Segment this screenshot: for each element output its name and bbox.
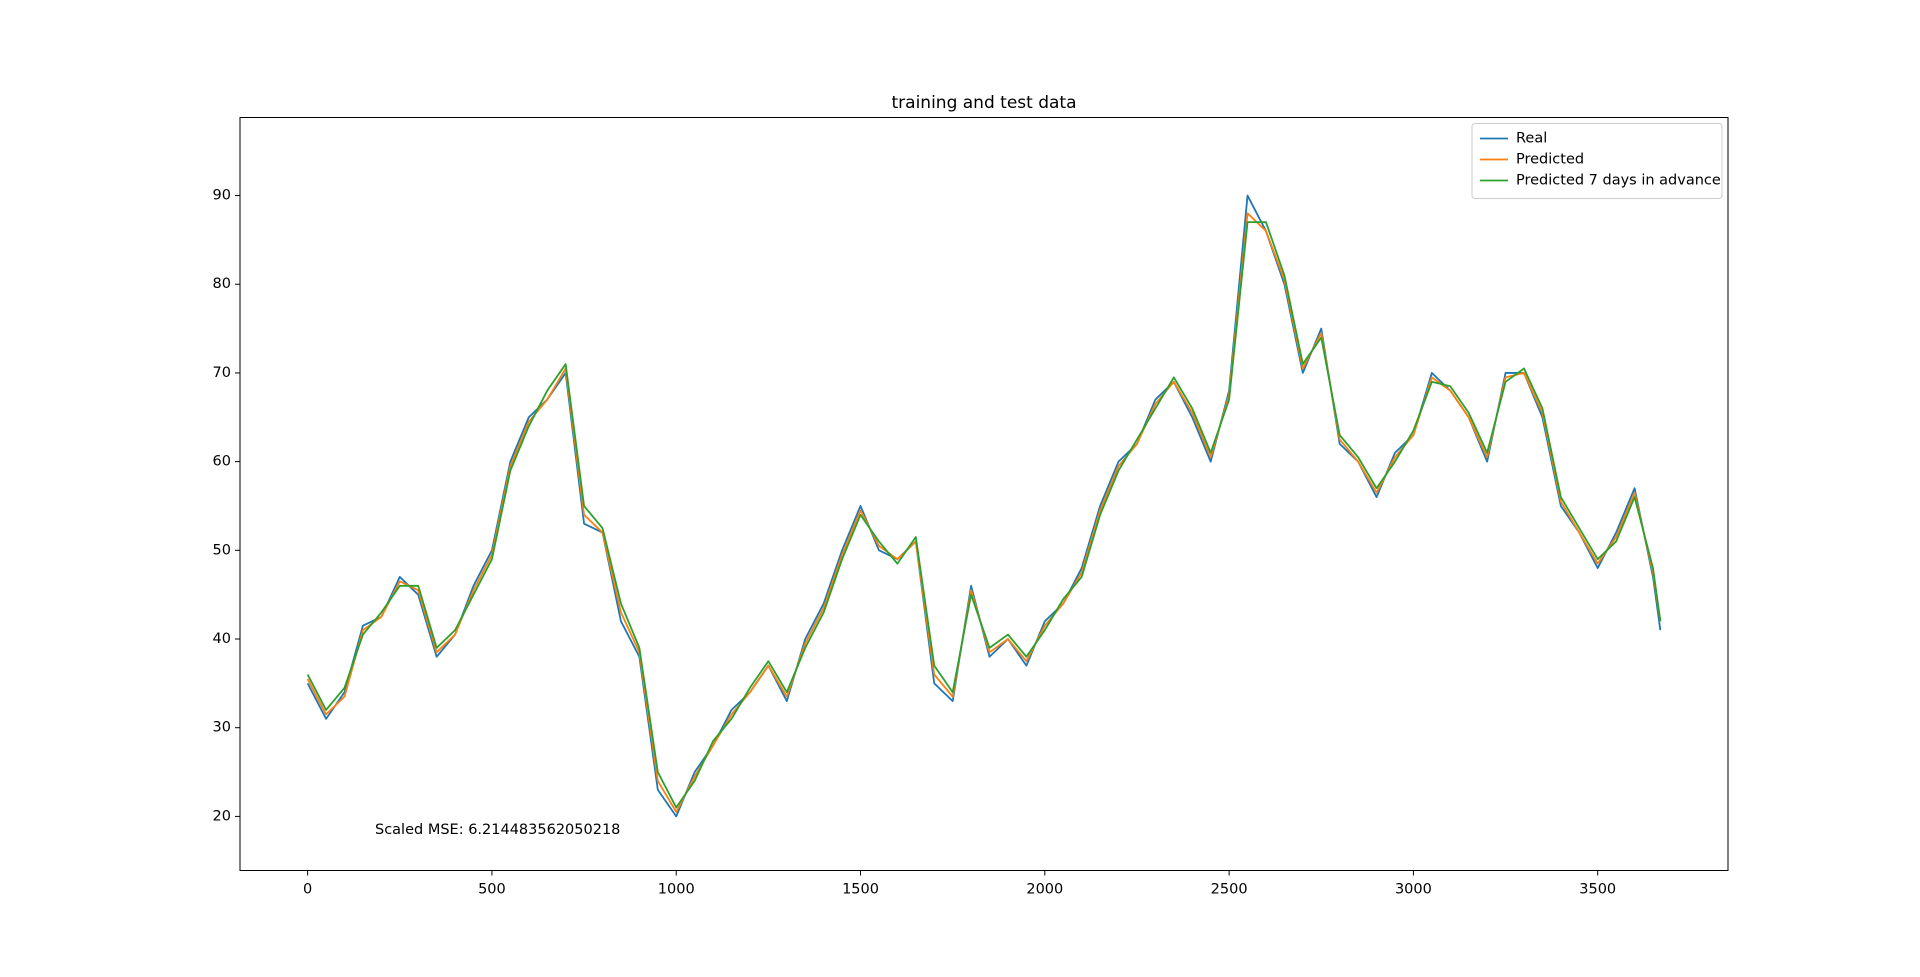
annotation: Scaled MSE: 6.214483562050218 [375,822,620,838]
y-tick-label: 50 [213,542,231,558]
y-tick-label: 30 [213,720,231,736]
chart-title: training and test data [892,93,1077,113]
y-tick-label: 70 [213,365,231,381]
y-tick-label: 20 [213,808,231,824]
y-tick-label: 90 [213,188,231,204]
x-tick-label: 0 [303,882,312,898]
plot-frame [239,117,1729,871]
x-tick-label: 2000 [1026,882,1063,898]
x-tick-label: 3000 [1395,882,1432,898]
y-tick-label: 40 [213,631,231,647]
series-line [306,221,1662,809]
y-tick-label: 80 [213,276,231,292]
x-tick-label: 1000 [658,882,695,898]
x-tick-label: 1500 [842,882,879,898]
legend-label: Predicted 7 days in advance [1516,173,1721,189]
x-tick-label: 500 [478,882,506,898]
legend-box [1471,123,1723,199]
y-tick-label: 60 [213,454,231,470]
legend-label: Real [1516,131,1547,147]
x-tick-label: 3500 [1579,882,1616,898]
legend-label: Predicted [1516,152,1584,168]
x-tick-label: 2500 [1211,882,1248,898]
